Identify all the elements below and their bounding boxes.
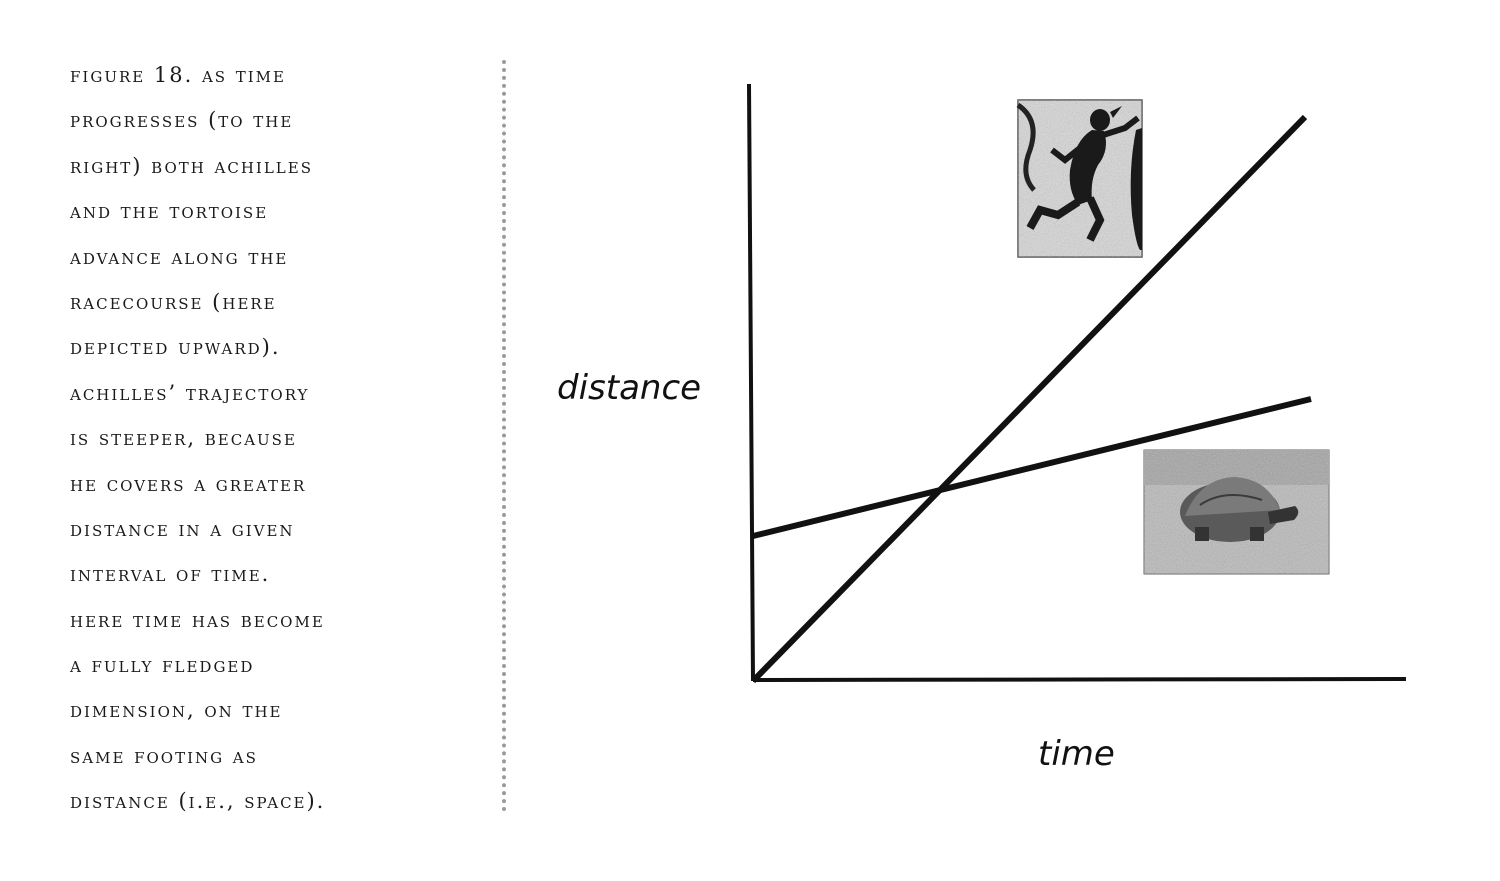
caption-line: PROGRESSES (TO THE	[70, 108, 294, 133]
achilles-trajectory-line	[750, 114, 1308, 684]
caption-line: HE COVERS A GREATER	[70, 471, 307, 496]
tortoise-trajectory-line	[752, 396, 1312, 539]
caption-line: ADVANCE ALONG THE	[70, 244, 289, 269]
caption-line: RIGHT) BOTH ACHILLES	[70, 153, 313, 178]
caption-line: INTERVAL OF TIME.	[70, 562, 271, 587]
achilles-runner-image	[1016, 99, 1143, 258]
caption-line: A FULLY FLEDGED	[70, 653, 255, 678]
caption-line: IS STEEPER, BECAUSE	[70, 426, 297, 451]
caption-line: FIGURE 18. AS TIME	[70, 63, 286, 87]
caption-line: RACECOURSE (HERE	[70, 289, 277, 314]
caption-line: DISTANCE IN A GIVEN	[70, 516, 295, 541]
caption-line: DEPICTED UPWARD).	[70, 335, 281, 360]
caption-line: AND THE TORTOISE	[70, 199, 269, 224]
x-axis	[752, 677, 1407, 682]
y-axis-label: distance	[557, 368, 701, 408]
caption-line: DISTANCE (I.E., SPACE).	[70, 789, 326, 814]
figure-caption: FIGURE 18. AS TIME PROGRESSES (TO THE RI…	[70, 58, 490, 830]
caption-line: HERE TIME HAS BECOME	[70, 607, 325, 632]
y-axis	[747, 83, 755, 682]
dotted-divider	[502, 60, 506, 812]
caption-line: ACHILLES’ TRAJECTORY	[70, 380, 310, 405]
x-axis-label: time	[1038, 734, 1115, 774]
tortoise-photo-image	[1143, 449, 1330, 575]
caption-line: DIMENSION, ON THE	[70, 698, 283, 723]
caption-line: SAME FOOTING AS	[70, 743, 258, 768]
